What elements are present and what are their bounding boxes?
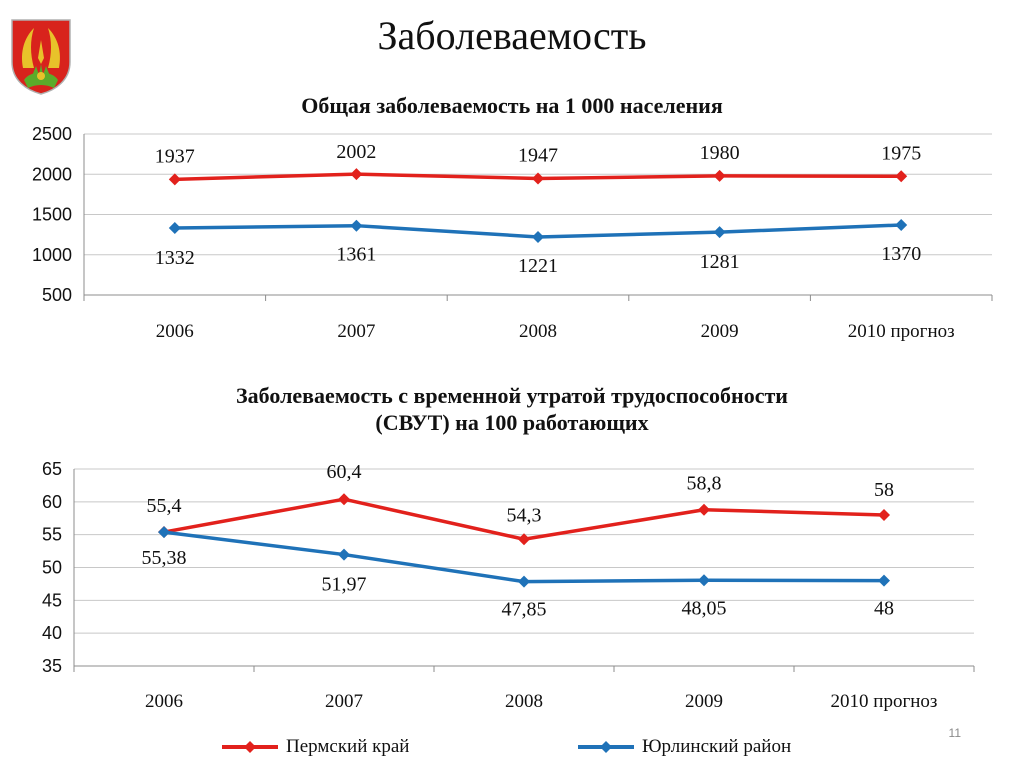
y-tick-label: 50 xyxy=(42,558,62,578)
y-tick-label: 45 xyxy=(42,590,62,610)
x-category-label: 2010 прогноз xyxy=(848,321,955,342)
chart-2-title-line-1: Заболеваемость с временной утратой трудо… xyxy=(236,383,788,408)
data-label: 58 xyxy=(874,479,894,501)
data-label: 1221 xyxy=(518,255,558,277)
x-category-label: 2008 xyxy=(519,321,557,342)
data-point xyxy=(698,503,710,516)
data-label: 1361 xyxy=(336,244,376,266)
data-label: 51,97 xyxy=(322,574,367,596)
x-category-label: 2009 xyxy=(701,321,739,342)
data-label: 58,8 xyxy=(687,473,722,495)
data-label: 2002 xyxy=(336,141,376,163)
slide-number: 11 xyxy=(948,726,961,740)
y-tick-label: 35 xyxy=(42,656,62,676)
data-point xyxy=(713,226,726,239)
data-point xyxy=(895,170,908,183)
data-point xyxy=(350,168,363,181)
data-label: 1947 xyxy=(518,145,558,167)
chart-2-title: Заболеваемость с временной утратой трудо… xyxy=(0,382,1024,436)
y-tick-label: 55 xyxy=(42,525,62,545)
data-label: 48,05 xyxy=(682,597,727,619)
data-label: 1937 xyxy=(155,145,195,167)
data-point xyxy=(158,526,170,539)
x-category-label: 2008 xyxy=(505,691,543,712)
data-point xyxy=(532,230,544,243)
slide-title: Заболеваемость xyxy=(377,13,647,58)
chart-2-temporary-disability: 65 60 55 50 45 40 35 2006 2007 2008 2009 2010 прогн… xyxy=(42,459,975,712)
data-point xyxy=(713,169,726,182)
data-label: 47,85 xyxy=(502,599,547,621)
chart-1-general-morbidity: 2500 2000 1500 1000 500 2006 2007 2008 2009 2010 … xyxy=(32,124,993,342)
data-label: 55,4 xyxy=(147,495,182,517)
data-point xyxy=(518,533,530,546)
y-tick-label: 2000 xyxy=(32,164,72,184)
data-label: 54,3 xyxy=(507,504,542,526)
data-label: 48 xyxy=(874,598,894,620)
y-tick-label: 40 xyxy=(42,623,62,643)
x-category-label: 2009 xyxy=(685,691,723,712)
legend-swatch-yurla xyxy=(578,741,634,753)
x-category-label: 2006 xyxy=(156,321,194,342)
legend-swatch-perm xyxy=(222,741,278,753)
data-point xyxy=(338,493,350,506)
y-tick-label: 60 xyxy=(42,492,62,512)
data-label: 1980 xyxy=(700,142,740,164)
data-point xyxy=(168,222,181,235)
data-point xyxy=(168,173,181,186)
data-point xyxy=(698,574,710,587)
legend-label-perm: Пермский край xyxy=(286,736,410,757)
x-category-label: 2007 xyxy=(337,321,375,342)
coat-of-arms-icon xyxy=(10,18,72,101)
legend: Пермский край Юрлинский район xyxy=(0,735,1024,761)
data-point xyxy=(878,574,890,587)
y-tick-label: 65 xyxy=(42,459,62,479)
data-point xyxy=(878,508,890,521)
chart-1-title: Общая заболеваемость на 1 000 населения xyxy=(301,93,723,118)
data-point xyxy=(350,219,363,232)
y-tick-label: 1000 xyxy=(32,245,72,265)
data-point xyxy=(518,575,530,588)
data-point xyxy=(338,548,350,561)
y-tick-label: 500 xyxy=(42,285,72,305)
data-label: 1332 xyxy=(155,247,195,269)
data-label: 1370 xyxy=(881,243,921,265)
data-label: 1281 xyxy=(700,251,740,273)
y-tick-label: 2500 xyxy=(32,124,72,144)
data-label: 55,38 xyxy=(142,547,187,569)
x-category-label: 2006 xyxy=(145,691,183,712)
y-tick-label: 1500 xyxy=(32,205,72,225)
legend-label-yurla: Юрлинский район xyxy=(642,736,792,757)
x-category-label: 2007 xyxy=(325,691,363,712)
data-label: 60,4 xyxy=(327,461,362,483)
x-category-label: 2010 прогноз xyxy=(831,691,938,712)
data-point xyxy=(895,218,908,231)
chart-2-title-line-2: (СВУТ) на 100 работающих xyxy=(375,410,649,435)
data-label: 1975 xyxy=(881,142,921,164)
